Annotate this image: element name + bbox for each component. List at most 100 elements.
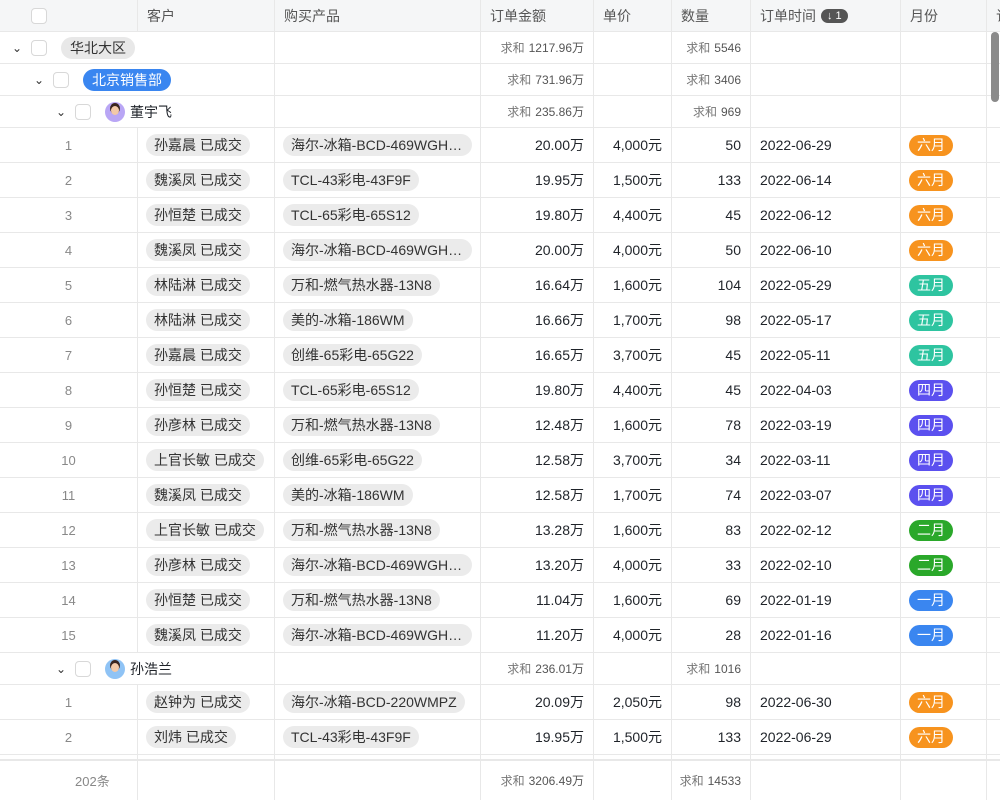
price-cell[interactable]: 1,700元: [594, 303, 672, 337]
chevron-down-icon[interactable]: ⌄: [55, 104, 67, 119]
month-cell[interactable]: 六月: [901, 720, 987, 754]
amount-cell[interactable]: 12.58万: [481, 443, 594, 477]
price-cell[interactable]: 1,600元: [594, 268, 672, 302]
price-cell[interactable]: 1,700元: [594, 478, 672, 512]
sort-badge[interactable]: ↓ 1: [821, 8, 848, 23]
customer-cell[interactable]: 孙恒楚 已成交: [138, 583, 275, 617]
product-cell[interactable]: TCL-65彩电-65S12: [275, 373, 481, 407]
column-header-quantity[interactable]: 数量: [672, 0, 751, 31]
chevron-down-icon[interactable]: ⌄: [11, 40, 23, 55]
quantity-cell[interactable]: 45: [672, 198, 751, 232]
column-header-customer[interactable]: 客户: [138, 0, 275, 31]
column-header-order-time[interactable]: 订单时间 ↓ 1: [751, 0, 901, 31]
month-cell[interactable]: 六月: [901, 128, 987, 162]
order-time-cell[interactable]: 2022-06-30: [751, 685, 901, 719]
product-cell[interactable]: 海尔-冰箱-BCD-469WGHFD: [275, 128, 481, 162]
month-cell[interactable]: 四月: [901, 478, 987, 512]
order-time-cell[interactable]: 2022-01-19: [751, 583, 901, 617]
amount-cell[interactable]: 20.09万: [481, 685, 594, 719]
column-header-amount[interactable]: 订单金额: [481, 0, 594, 31]
quantity-cell[interactable]: 74: [672, 478, 751, 512]
amount-cell[interactable]: 13.28万: [481, 513, 594, 547]
customer-cell[interactable]: 孙彦林 已成交: [138, 408, 275, 442]
product-cell[interactable]: 创维-65彩电-65G22: [275, 443, 481, 477]
product-cell[interactable]: TCL-43彩电-43F9F: [275, 163, 481, 197]
month-cell[interactable]: 六月: [901, 198, 987, 232]
amount-cell[interactable]: 11.20万: [481, 618, 594, 652]
quantity-cell[interactable]: 33: [672, 548, 751, 582]
quantity-cell[interactable]: 45: [672, 338, 751, 372]
group-checkbox[interactable]: [53, 71, 69, 88]
month-cell[interactable]: 五月: [901, 303, 987, 337]
product-cell[interactable]: 海尔-冰箱-BCD-469WGHFD: [275, 548, 481, 582]
price-cell[interactable]: 2,050元: [594, 685, 672, 719]
month-cell[interactable]: 二月: [901, 548, 987, 582]
price-cell[interactable]: 4,400元: [594, 198, 672, 232]
order-time-cell[interactable]: 2022-04-03: [751, 373, 901, 407]
order-time-cell[interactable]: 2022-03-11: [751, 443, 901, 477]
month-cell[interactable]: 五月: [901, 268, 987, 302]
amount-cell[interactable]: 11.04万: [481, 583, 594, 617]
order-time-cell[interactable]: 2022-06-10: [751, 233, 901, 267]
price-cell[interactable]: 3,700元: [594, 338, 672, 372]
group-checkbox[interactable]: [75, 103, 91, 120]
quantity-cell[interactable]: 45: [672, 373, 751, 407]
price-cell[interactable]: 4,000元: [594, 618, 672, 652]
price-cell[interactable]: 4,000元: [594, 128, 672, 162]
product-cell[interactable]: 万和-燃气热水器-13N8: [275, 268, 481, 302]
price-cell[interactable]: 1,500元: [594, 720, 672, 754]
customer-cell[interactable]: 孙彦林 已成交: [138, 548, 275, 582]
month-cell[interactable]: 六月: [901, 233, 987, 267]
product-cell[interactable]: 创维-65彩电-65G22: [275, 338, 481, 372]
customer-cell[interactable]: 赵钟为 已成交: [138, 685, 275, 719]
month-cell[interactable]: 四月: [901, 408, 987, 442]
month-cell[interactable]: 一月: [901, 618, 987, 652]
month-cell[interactable]: 六月: [901, 685, 987, 719]
group-checkbox[interactable]: [31, 39, 47, 56]
product-cell[interactable]: 万和-燃气热水器-13N8: [275, 513, 481, 547]
order-time-cell[interactable]: 2022-06-14: [751, 163, 901, 197]
order-time-cell[interactable]: 2022-02-12: [751, 513, 901, 547]
price-cell[interactable]: 1,600元: [594, 583, 672, 617]
select-all-checkbox[interactable]: [31, 7, 47, 24]
chevron-down-icon[interactable]: ⌄: [55, 661, 67, 676]
quantity-cell[interactable]: 133: [672, 720, 751, 754]
customer-cell[interactable]: 魏溪凤 已成交: [138, 163, 275, 197]
month-cell[interactable]: 六月: [901, 163, 987, 197]
amount-cell[interactable]: 19.95万: [481, 163, 594, 197]
quantity-cell[interactable]: 98: [672, 685, 751, 719]
group-checkbox[interactable]: [75, 660, 91, 677]
order-time-cell[interactable]: 2022-02-10: [751, 548, 901, 582]
quantity-cell[interactable]: 34: [672, 443, 751, 477]
price-cell[interactable]: 1,600元: [594, 408, 672, 442]
price-cell[interactable]: 4,000元: [594, 548, 672, 582]
amount-cell[interactable]: 20.00万: [481, 128, 594, 162]
customer-cell[interactable]: 魏溪凤 已成交: [138, 618, 275, 652]
quantity-cell[interactable]: 69: [672, 583, 751, 617]
month-cell[interactable]: 一月: [901, 583, 987, 617]
price-cell[interactable]: 1,500元: [594, 163, 672, 197]
order-time-cell[interactable]: 2022-06-29: [751, 720, 901, 754]
customer-cell[interactable]: 魏溪凤 已成交: [138, 478, 275, 512]
quantity-cell[interactable]: 50: [672, 128, 751, 162]
column-header-partial[interactable]: 订: [987, 0, 1000, 31]
amount-cell[interactable]: 19.80万: [481, 373, 594, 407]
vertical-scrollbar[interactable]: [991, 32, 999, 102]
product-cell[interactable]: 美的-冰箱-186WM: [275, 478, 481, 512]
customer-cell[interactable]: 孙嘉晨 已成交: [138, 338, 275, 372]
customer-cell[interactable]: 上官长敏 已成交: [138, 443, 275, 477]
order-time-cell[interactable]: 2022-01-16: [751, 618, 901, 652]
customer-cell[interactable]: 林陆淋 已成交: [138, 303, 275, 337]
product-cell[interactable]: 美的-冰箱-186WM: [275, 303, 481, 337]
price-cell[interactable]: 1,600元: [594, 513, 672, 547]
column-header-month[interactable]: 月份: [901, 0, 987, 31]
amount-cell[interactable]: 16.64万: [481, 268, 594, 302]
customer-cell[interactable]: 林陆淋 已成交: [138, 268, 275, 302]
order-time-cell[interactable]: 2022-03-07: [751, 478, 901, 512]
quantity-cell[interactable]: 133: [672, 163, 751, 197]
order-time-cell[interactable]: 2022-05-17: [751, 303, 901, 337]
amount-cell[interactable]: 13.20万: [481, 548, 594, 582]
product-cell[interactable]: 万和-燃气热水器-13N8: [275, 583, 481, 617]
product-cell[interactable]: TCL-43彩电-43F9F: [275, 720, 481, 754]
column-header-price[interactable]: 单价: [594, 0, 672, 31]
